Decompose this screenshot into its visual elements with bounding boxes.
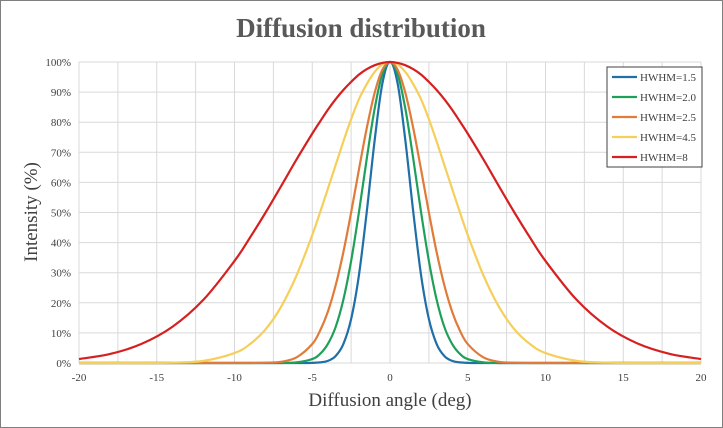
x-axis-title: Diffusion angle (deg) bbox=[308, 390, 471, 411]
series-line-5 bbox=[78, 60, 702, 361]
y-tick-label: 10% bbox=[51, 328, 71, 340]
y-tick-label: 60% bbox=[51, 177, 71, 189]
x-tick-label: -10 bbox=[227, 372, 242, 384]
y-tick-label: 100% bbox=[45, 57, 71, 69]
legend-label: HWHM=4.5 bbox=[640, 132, 697, 144]
legend-label: HWHM=1.5 bbox=[640, 72, 697, 84]
gridlines bbox=[78, 61, 702, 364]
x-tick-label: -5 bbox=[308, 372, 318, 384]
legend: HWHM=1.5 HWHM=2.0 HWHM=2.5 HWHM=4.5 HWHM=8 bbox=[606, 66, 703, 168]
x-tick-label: 0 bbox=[387, 372, 393, 384]
x-tick-label: 5 bbox=[465, 372, 471, 384]
y-tick-label: 30% bbox=[51, 268, 71, 280]
y-tick-label: 50% bbox=[51, 208, 71, 220]
y-tick-label: 0% bbox=[56, 358, 71, 370]
series-lines bbox=[78, 60, 702, 365]
y-tick-label: 20% bbox=[51, 298, 71, 310]
y-tick-labels: 0% 10% 20% 30% 40% 50% 60% 70% 80% 90% 100% bbox=[45, 57, 71, 370]
y-tick-label: 90% bbox=[51, 87, 71, 99]
x-tick-label: 15 bbox=[618, 372, 630, 384]
legend-label: HWHM=8 bbox=[640, 152, 688, 164]
x-tick-label: 20 bbox=[696, 372, 708, 384]
legend-label: HWHM=2.0 bbox=[640, 92, 697, 104]
x-tick-label: -20 bbox=[72, 372, 87, 384]
x-tick-labels: -20 -15 -10 -5 0 5 10 15 20 bbox=[72, 372, 707, 384]
x-tick-label: -15 bbox=[149, 372, 164, 384]
chart-title: Diffusion distribution bbox=[236, 13, 486, 43]
y-tick-label: 80% bbox=[51, 117, 71, 129]
y-axis-title: Intensity (%) bbox=[21, 162, 42, 262]
y-tick-label: 70% bbox=[51, 147, 71, 159]
y-tick-label: 40% bbox=[51, 238, 71, 250]
x-tick-label: 10 bbox=[540, 372, 552, 384]
legend-label: HWHM=2.5 bbox=[640, 112, 697, 124]
